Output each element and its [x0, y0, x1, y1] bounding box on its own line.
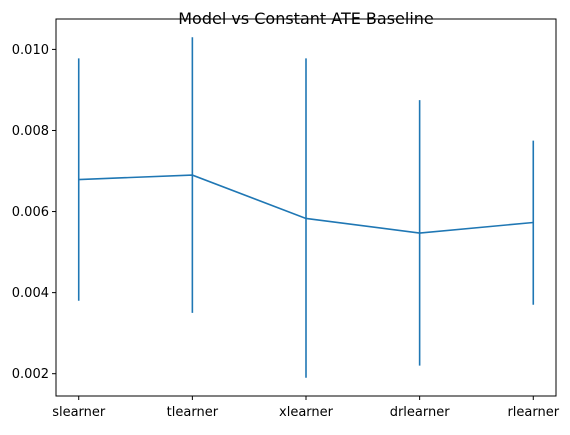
- y-tick-label: 0.010: [12, 43, 49, 58]
- x-axis: slearner tlearner xlearner drlearner rlearne…: [52, 396, 560, 420]
- x-tick-label: tlearner: [167, 405, 219, 420]
- series-line: [78, 174, 534, 234]
- series-line-group: [78, 174, 534, 234]
- y-tick-label: 0.002: [12, 367, 49, 382]
- y-tick-label: 0.004: [12, 286, 49, 301]
- y-tick-label: 0.008: [12, 124, 49, 139]
- x-tick-label: slearner: [52, 405, 106, 420]
- x-tick-label: drlearner: [390, 405, 451, 420]
- y-axis: 0.002 0.004 0.006 0.008 0.010: [12, 43, 56, 382]
- y-tick-label: 0.006: [12, 205, 49, 220]
- x-tick-label: rlearner: [507, 405, 559, 420]
- x-tick-label: xlearner: [279, 405, 334, 420]
- error-bars: [77, 37, 535, 378]
